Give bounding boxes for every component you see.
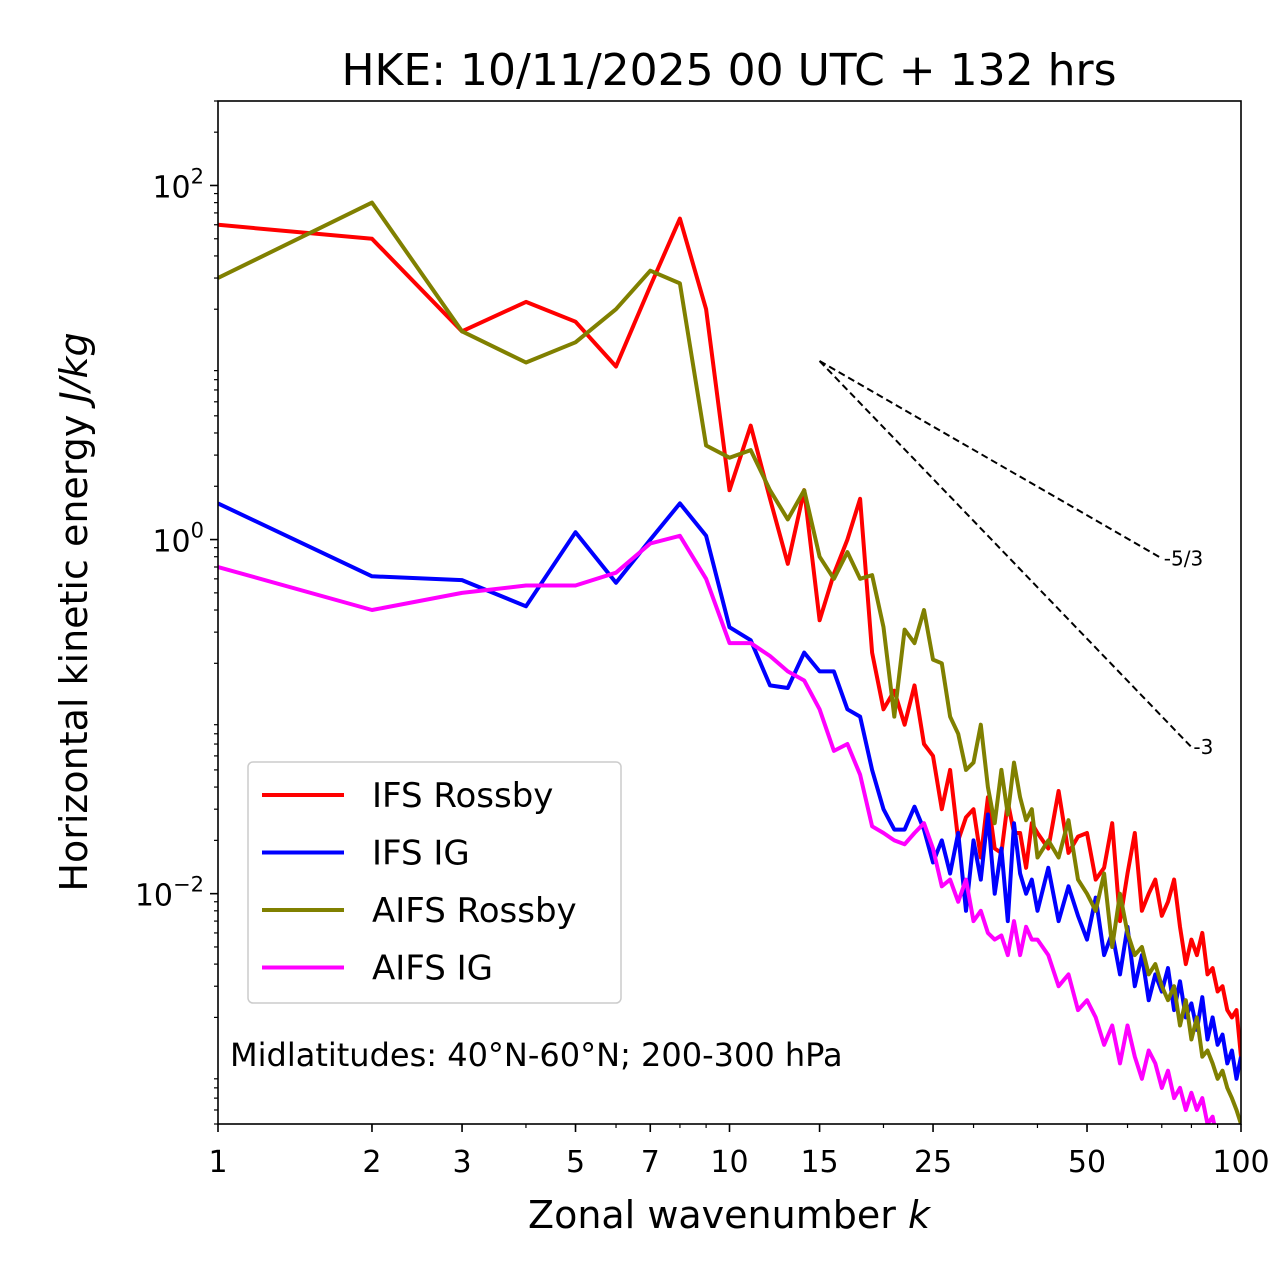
y-tick-exponent: −2 (173, 873, 204, 897)
legend-label: AIFS IG (372, 949, 493, 989)
series-line-aifs-rossby (218, 200, 1241, 1124)
x-axis-label-text: Zonal wavenumber (528, 1193, 896, 1237)
x-tick-label: 7 (641, 1145, 660, 1180)
x-axis-label-var: k (908, 1193, 932, 1237)
y-tick-label: 10−2 (135, 873, 204, 914)
slope-label: -5/3 (1164, 546, 1203, 570)
legend: IFS Rossby IFS IG AIFS Rossby AIFS IG (247, 761, 622, 1004)
y-tick-label: 102 (152, 164, 204, 205)
y-axis-label-text: Horizontal kinetic energy (52, 415, 96, 892)
x-tick-label: 3 (453, 1145, 472, 1180)
x-tick-label: 2 (362, 1145, 381, 1180)
x-tick-label: 25 (914, 1145, 952, 1180)
legend-label: IFS IG (372, 834, 470, 874)
y-tick-exponent: 2 (191, 164, 204, 188)
series-line-ifs-rossby (218, 216, 1241, 1057)
y-tick-base: 10 (152, 525, 190, 560)
x-tick-label: 1 (208, 1145, 227, 1180)
y-tick-base: 10 (152, 170, 190, 205)
legend-label: AIFS Rossby (372, 891, 577, 931)
series-line-ifs-ig (218, 501, 1241, 1081)
y-tick-label: 100 (152, 519, 204, 560)
region-annotation: Midlatitudes: 40°N-60°N; 200-300 hPa (230, 1036, 843, 1074)
series-line-aifs-ig (218, 533, 1217, 1124)
y-tick-exponent: 0 (191, 519, 204, 543)
legend-box (247, 761, 622, 1004)
legend-label: IFS Rossby (372, 776, 553, 816)
chart-title: HKE: 10/11/2025 00 UTC + 132 hrs (341, 45, 1116, 96)
x-axis-label: Zonal wavenumber k (528, 1193, 932, 1237)
y-tick-base: 10 (135, 879, 173, 914)
slope-line (818, 360, 1193, 748)
y-axis-label: Horizontal kinetic energy J/kg (52, 332, 96, 891)
x-tick-label: 50 (1068, 1145, 1106, 1180)
reference-slopes: -5/3 -3 (818, 360, 1213, 759)
x-tick-label: 10 (710, 1145, 748, 1180)
x-tick-label: 5 (566, 1145, 585, 1180)
series-group (218, 200, 1241, 1124)
y-axis-label-units: J/kg (52, 332, 96, 409)
plot-frame (217, 100, 1242, 1125)
slope-label: -3 (1193, 735, 1213, 759)
x-tick-label: 100 (1212, 1145, 1269, 1180)
x-tick-label: 15 (800, 1145, 838, 1180)
